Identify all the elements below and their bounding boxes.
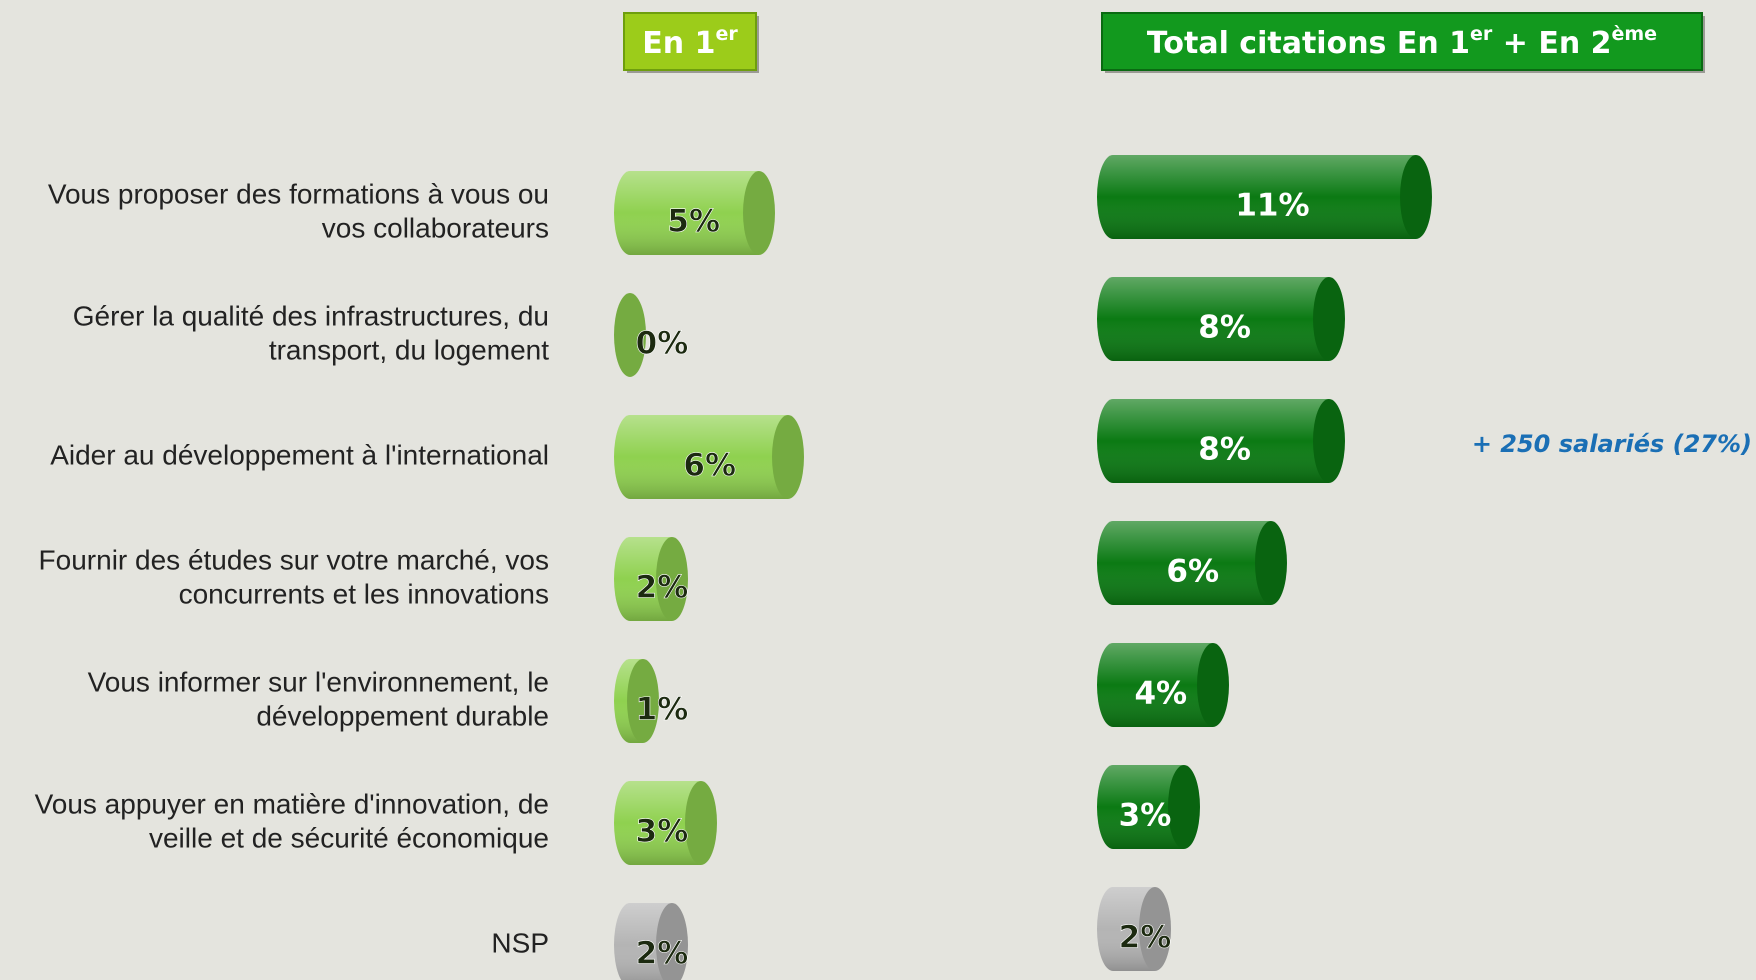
bar — [614, 537, 688, 621]
bar — [1097, 155, 1432, 239]
header-box — [1101, 12, 1703, 71]
bar-shade — [1097, 521, 1271, 605]
category-label: développement durable — [256, 700, 549, 731]
bar-cap — [656, 903, 688, 980]
bar — [614, 171, 775, 255]
value-label: 8% — [1198, 432, 1251, 468]
bar — [614, 293, 646, 377]
value-label: 4% — [1134, 676, 1187, 712]
bar-cap — [656, 537, 688, 621]
bar-cap — [1400, 155, 1432, 239]
bar — [1097, 643, 1229, 727]
category-label: Vous proposer des formations à vous ou — [48, 178, 549, 209]
category-label: Gérer la qualité des infrastructures, du — [73, 300, 549, 331]
bar-cap — [627, 659, 659, 743]
bar — [1097, 887, 1171, 971]
bar-shade — [1097, 765, 1184, 849]
bar — [614, 659, 659, 743]
value-label: 11% — [1235, 188, 1309, 224]
value-label: 1% — [636, 692, 689, 728]
bar-shade — [614, 415, 788, 499]
bar-cap — [1197, 643, 1229, 727]
bar-cap — [1139, 887, 1171, 971]
bar-cap — [1255, 521, 1287, 605]
bar-shade — [614, 537, 672, 621]
bar — [614, 903, 688, 980]
value-label: 3% — [636, 814, 689, 850]
bar-shade — [1097, 887, 1155, 971]
bar-cap — [1313, 399, 1345, 483]
bar — [1097, 277, 1345, 361]
bar — [614, 781, 717, 865]
category-label: veille et de sécurité économique — [149, 822, 549, 853]
bar-cap — [743, 171, 775, 255]
bar-shade — [1097, 399, 1329, 483]
bar-shade — [1097, 277, 1329, 361]
value-label: 3% — [1119, 798, 1172, 834]
bar — [614, 415, 804, 499]
annotation: + 250 salariés (27%) — [1472, 430, 1752, 458]
category-label: transport, du logement — [269, 334, 549, 365]
category-label: Fournir des études sur votre marché, vos — [39, 544, 549, 575]
header-part: En 1 — [642, 26, 715, 61]
bar-shade — [1097, 155, 1416, 239]
category-label: concurrents et les innovations — [179, 578, 549, 609]
bar-cap — [1168, 765, 1200, 849]
value-label: 2% — [1119, 920, 1172, 956]
bar — [1097, 399, 1345, 483]
header-part: Total citations En 1 — [1147, 26, 1470, 61]
bar — [1097, 765, 1200, 849]
category-label: Vous appuyer en matière d'innovation, de — [35, 788, 549, 819]
header-text: En 1er — [642, 23, 738, 61]
value-label: 2% — [636, 570, 689, 606]
header-sup: ème — [1612, 23, 1658, 45]
category-label: NSP — [491, 927, 549, 958]
value-label: 2% — [636, 936, 689, 972]
bar-shade — [614, 781, 701, 865]
header-part: + En 2 — [1492, 26, 1611, 61]
bar-cap — [685, 781, 717, 865]
bar-cap — [1313, 277, 1345, 361]
header-text: Total citations En 1er + En 2ème — [1147, 23, 1657, 61]
bar-shade — [614, 171, 759, 255]
value-label: 8% — [1198, 310, 1251, 346]
value-label: 6% — [1166, 554, 1219, 590]
bar-cap — [772, 415, 804, 499]
bar — [1097, 521, 1287, 605]
header-sup: er — [1470, 23, 1493, 45]
header-box — [623, 12, 757, 71]
category-label: Vous informer sur l'environnement, le — [88, 666, 549, 697]
header-sup: er — [715, 23, 738, 45]
value-label: 0% — [636, 326, 689, 362]
category-label: vos collaborateurs — [322, 212, 549, 243]
value-label: 5% — [667, 204, 720, 240]
bar-cap — [614, 293, 646, 377]
value-label: 6% — [683, 448, 736, 484]
category-label: Aider au développement à l'international — [50, 439, 549, 470]
bar-shade — [1097, 643, 1213, 727]
